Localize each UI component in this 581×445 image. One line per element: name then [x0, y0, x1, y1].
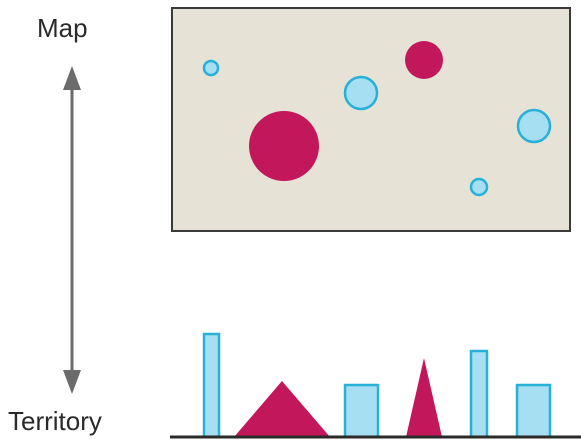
double-headed-arrow-icon [63, 66, 81, 394]
map-panel [171, 7, 571, 232]
map-cyan-circle-right [516, 108, 552, 144]
map-magenta-circle-medium [405, 41, 443, 79]
territory-shapes [202, 332, 552, 439]
territory-block-medium [343, 383, 380, 439]
map-magenta-circle-large [249, 111, 319, 181]
map-background [171, 7, 571, 232]
map-cyan-circle-tiny [469, 177, 489, 197]
territory-block-right [515, 383, 552, 439]
territory-bar-medium [469, 349, 489, 439]
territory-triangle-wide [234, 381, 330, 437]
map-label: Map [37, 13, 88, 43]
territory-triangle-narrow [406, 358, 442, 437]
territory-bar-tall [202, 332, 221, 439]
map-cyan-circle-small [202, 59, 220, 77]
territory-label: Territory [8, 406, 102, 436]
map-cyan-circle-medium [343, 75, 379, 111]
